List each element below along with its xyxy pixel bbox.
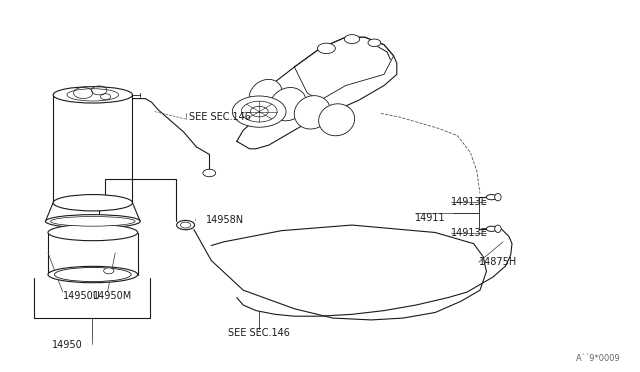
Ellipse shape xyxy=(53,87,132,103)
Ellipse shape xyxy=(48,266,138,283)
Text: SEE SEC.146: SEE SEC.146 xyxy=(189,112,251,122)
Ellipse shape xyxy=(51,217,135,226)
Ellipse shape xyxy=(54,267,131,282)
Ellipse shape xyxy=(486,226,497,231)
Ellipse shape xyxy=(319,104,355,136)
Ellipse shape xyxy=(45,215,140,228)
Text: SEE SEC.146: SEE SEC.146 xyxy=(228,328,290,338)
Circle shape xyxy=(203,169,216,177)
Ellipse shape xyxy=(53,195,132,211)
Text: 14911: 14911 xyxy=(415,213,445,222)
Circle shape xyxy=(368,39,381,46)
Ellipse shape xyxy=(486,195,497,200)
Circle shape xyxy=(104,268,114,274)
Ellipse shape xyxy=(495,193,501,201)
Text: 14913E: 14913E xyxy=(451,228,488,237)
Text: 14958N: 14958N xyxy=(206,215,244,225)
Text: 14950M: 14950M xyxy=(93,291,132,301)
Text: A´´9*0009: A´´9*0009 xyxy=(576,354,621,363)
Ellipse shape xyxy=(495,225,501,232)
Text: 14950: 14950 xyxy=(52,340,83,350)
Circle shape xyxy=(232,96,286,127)
Circle shape xyxy=(180,222,191,228)
Ellipse shape xyxy=(270,87,306,121)
Circle shape xyxy=(344,35,360,44)
Text: 14875H: 14875H xyxy=(479,257,517,267)
Ellipse shape xyxy=(177,220,195,230)
Text: 14913E: 14913E xyxy=(451,197,488,206)
Ellipse shape xyxy=(48,224,138,241)
Text: 14950U: 14950U xyxy=(63,291,100,301)
Ellipse shape xyxy=(294,96,330,129)
Ellipse shape xyxy=(249,79,282,110)
Circle shape xyxy=(317,43,335,54)
